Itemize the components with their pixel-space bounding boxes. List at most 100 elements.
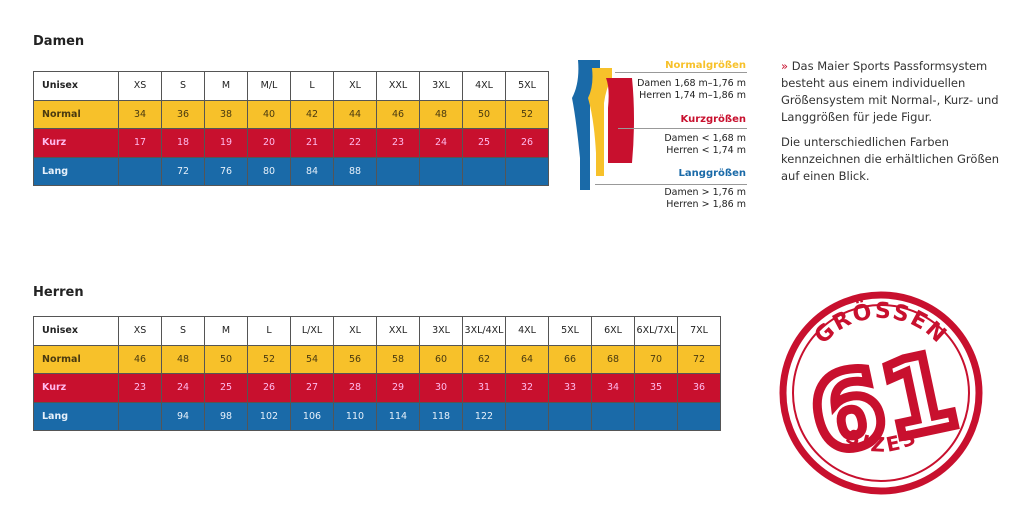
size-cell: [591, 401, 635, 431]
header-cell: XS: [118, 316, 162, 346]
size-cell: [548, 401, 592, 431]
size-cell: 50: [462, 99, 506, 129]
size-cell: 66: [548, 344, 592, 374]
size-cell: 30: [419, 373, 463, 403]
size-cell: [419, 156, 463, 186]
size-cell: 27: [290, 373, 334, 403]
size-cell: 19: [204, 128, 248, 158]
size-cell: 28: [333, 373, 377, 403]
row-label: Normal: [33, 99, 119, 129]
legend-normal: Normalgrößen Damen 1,68 m–1,76 m Herren 1,…: [637, 60, 746, 101]
size-cell: 36: [677, 373, 721, 403]
row-kurz: Kurz 23 24 25 26 27 28 29 30 31 32 33 34 35 36: [33, 373, 721, 403]
size-cell: 46: [376, 99, 420, 129]
row-label: Lang: [33, 401, 119, 431]
trousers-illustration: [572, 60, 634, 190]
size-cell: 52: [247, 344, 291, 374]
legend-lang: Langgrößen Damen > 1,76 m Herren > 1,86 m: [664, 168, 746, 210]
damen-title: Damen: [33, 34, 85, 49]
row-lang: Lang 94 98 102 106 110 114 118 122: [33, 401, 721, 431]
row-label: Lang: [33, 156, 119, 186]
size-cell: 20: [247, 128, 291, 158]
size-cell: 94: [161, 401, 205, 431]
size-cell: 114: [376, 401, 420, 431]
size-cell: 21: [290, 128, 334, 158]
header-cell: XXL: [376, 71, 420, 101]
header-cell: 3XL/4XL: [462, 316, 506, 346]
legend-kurz: Kurzgrößen Damen < 1,68 m Herren < 1,74 m: [664, 114, 746, 156]
header-cell: 7XL: [677, 316, 721, 346]
size-cell: 62: [462, 344, 506, 374]
size-cell: 44: [333, 99, 377, 129]
header-cell: L: [247, 316, 291, 346]
header-cell: XS: [118, 71, 162, 101]
header-cell: M: [204, 316, 248, 346]
size-cell: 102: [247, 401, 291, 431]
size-cell: 32: [505, 373, 549, 403]
header-cell: 6XL/7XL: [634, 316, 678, 346]
header-cell: L/XL: [290, 316, 334, 346]
size-cell: 26: [247, 373, 291, 403]
size-cell: 25: [204, 373, 248, 403]
header-cell: 5XL: [505, 71, 549, 101]
size-cell: 18: [161, 128, 205, 158]
size-cell: 80: [247, 156, 291, 186]
size-cell: 70: [634, 344, 678, 374]
header-cell: Unisex: [33, 71, 119, 101]
size-cell: 35: [634, 373, 678, 403]
size-cell: 58: [376, 344, 420, 374]
size-cell: [118, 156, 162, 186]
size-cell: 31: [462, 373, 506, 403]
size-cell: 76: [204, 156, 248, 186]
size-cell: 48: [419, 99, 463, 129]
chevron-marker-icon: »: [781, 59, 789, 73]
header-cell: XXL: [376, 316, 420, 346]
size-cell: 42: [290, 99, 334, 129]
herren-title: Herren: [33, 285, 84, 300]
damen-size-table: Unisex XS S M M/L L XL XXL 3XL 4XL 5XL Normal 34 36 38…: [33, 71, 549, 186]
size-cell: 106: [290, 401, 334, 431]
header-cell: 3XL: [419, 316, 463, 346]
size-cell: 24: [419, 128, 463, 158]
size-cell: 29: [376, 373, 420, 403]
header-cell: M: [204, 71, 248, 101]
size-cell: 23: [376, 128, 420, 158]
size-cell: 56: [333, 344, 377, 374]
size-cell: 72: [161, 156, 205, 186]
header-cell: 4XL: [505, 316, 549, 346]
row-kurz: Kurz 17 18 19 20 21 22 23 24 25 26: [33, 128, 549, 158]
size-cell: 84: [290, 156, 334, 186]
size-cell: 54: [290, 344, 334, 374]
size-cell: 88: [333, 156, 377, 186]
size-cell: [462, 156, 506, 186]
size-cell: 33: [548, 373, 592, 403]
size-cell: 17: [118, 128, 162, 158]
header-cell: 6XL: [591, 316, 635, 346]
header-cell: 3XL: [419, 71, 463, 101]
size-cell: [677, 401, 721, 431]
row-normal: Normal 34 36 38 40 42 44 46 48 50 52: [33, 99, 549, 129]
herren-size-table: Unisex XS S M L L/XL XL XXL 3XL 3XL/4XL 4XL 5XL 6XL 6…: [33, 316, 721, 431]
header-cell: L: [290, 71, 334, 101]
row-label: Kurz: [33, 128, 119, 158]
header-row: Unisex XS S M L L/XL XL XXL 3XL 3XL/4XL 4XL 5XL 6XL 6…: [33, 316, 721, 346]
size-cell: 46: [118, 344, 162, 374]
size-cell: 52: [505, 99, 549, 129]
size-cell: 40: [247, 99, 291, 129]
header-cell: M/L: [247, 71, 291, 101]
header-cell: 5XL: [548, 316, 592, 346]
size-cell: 118: [419, 401, 463, 431]
size-cell: 36: [161, 99, 205, 129]
size-cell: 60: [419, 344, 463, 374]
size-cell: [634, 401, 678, 431]
size-cell: 34: [591, 373, 635, 403]
size-cell: 98: [204, 401, 248, 431]
size-cell: 48: [161, 344, 205, 374]
61-sizes-badge: GRÖSSEN 61 SIZES: [779, 291, 983, 495]
size-cell: 50: [204, 344, 248, 374]
row-lang: Lang 72 76 80 84 88: [33, 156, 549, 186]
header-cell: XL: [333, 316, 377, 346]
header-cell: Unisex: [33, 316, 119, 346]
size-cell: [505, 401, 549, 431]
size-cell: 38: [204, 99, 248, 129]
